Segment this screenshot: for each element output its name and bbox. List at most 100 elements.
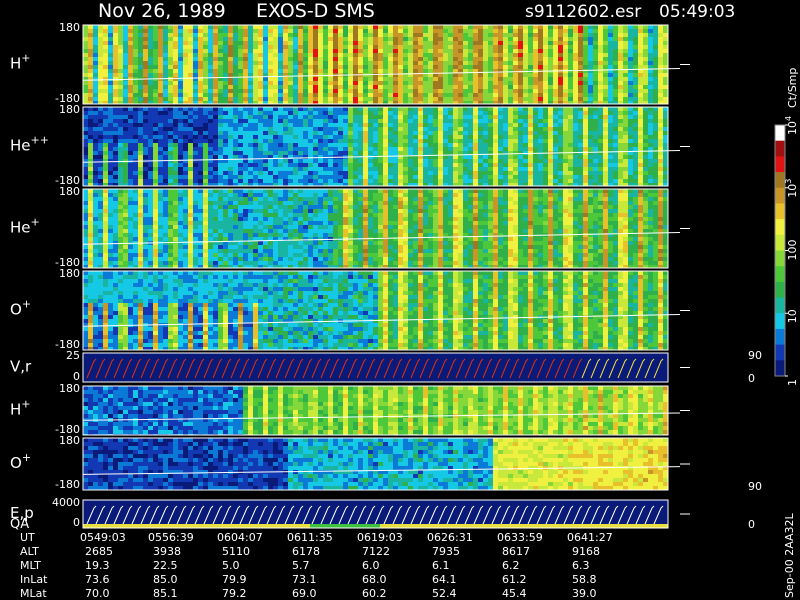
- spectrogram-cell: [613, 81, 618, 85]
- spectrogram-cell: [238, 93, 243, 97]
- spectrogram-cell: [658, 135, 663, 139]
- spectrogram-cell: [463, 65, 468, 69]
- spectrogram-cell: [153, 45, 158, 49]
- spectrogram-cell: [213, 101, 218, 104]
- spectrogram-cell: [543, 159, 548, 163]
- spectrogram-cell: [113, 143, 118, 147]
- spectrogram-cell: [148, 93, 153, 97]
- spectrogram-cell: [423, 179, 428, 183]
- spectrogram-cell: [603, 175, 608, 179]
- spectrogram-cell: [138, 107, 143, 111]
- spectrogram-cell: [328, 29, 333, 33]
- spectrogram-cell: [623, 37, 628, 41]
- spectrogram-cell: [388, 53, 393, 57]
- spectrogram-cell: [253, 61, 258, 65]
- spectrogram-cell: [148, 261, 153, 265]
- spectrogram-cell: [453, 25, 458, 29]
- spectrogram-cell: [488, 49, 493, 53]
- spectrogram-cell: [208, 179, 213, 183]
- spectrogram-cell: [153, 127, 158, 131]
- spectrogram-cell: [478, 69, 483, 73]
- spectrogram-cell: [333, 119, 338, 123]
- spectrogram-cell: [333, 53, 338, 57]
- spectrogram-cell: [543, 147, 548, 151]
- header-time: 05:49:03: [659, 2, 735, 22]
- spectrogram-cell: [453, 155, 458, 159]
- spectrogram-cell: [568, 107, 573, 111]
- spectrogram-cell: [308, 77, 313, 81]
- spectrogram-cell: [463, 147, 468, 151]
- spectrogram-cell: [193, 183, 198, 186]
- spectrogram-cell: [573, 107, 578, 111]
- spectrogram-cell: [338, 77, 343, 81]
- spectrogram-cell: [318, 147, 323, 151]
- spectrogram-cell: [183, 49, 188, 53]
- spectrogram-cell: [223, 49, 228, 53]
- spectrogram-cell: [178, 93, 183, 97]
- spectrogram-cell: [263, 25, 268, 29]
- spectrogram-cell: [183, 115, 188, 119]
- spectrogram-cell: [533, 81, 538, 85]
- spectrogram-cell: [308, 183, 313, 186]
- spectrogram-cell: [253, 77, 258, 81]
- spectrogram-cell: [118, 253, 123, 257]
- spectrogram-cell: [513, 151, 518, 155]
- spectrogram-cell: [423, 97, 428, 101]
- spectrogram-cell: [348, 111, 353, 115]
- spectrogram-cell: [398, 151, 403, 155]
- spectrogram-cell: [603, 25, 608, 29]
- spectrogram-cell: [523, 171, 528, 175]
- spectrogram-cell: [503, 65, 508, 69]
- spectrogram-cell: [168, 73, 173, 77]
- spectrogram-cell: [583, 57, 588, 61]
- spectrogram-cell: [468, 85, 473, 89]
- spectrogram-cell: [463, 93, 468, 97]
- spectrogram-cell: [458, 73, 463, 77]
- spectrogram-cell: [153, 179, 158, 183]
- spectrogram-cell: [278, 143, 283, 147]
- spectrogram-cell: [363, 143, 368, 147]
- spectrogram-cell: [623, 57, 628, 61]
- spectrogram-cell: [153, 85, 158, 89]
- spectrogram-cell: [378, 179, 383, 183]
- spectrogram-cell: [213, 45, 218, 49]
- spectrogram-cell: [158, 135, 163, 139]
- spectrogram-cell: [158, 163, 163, 167]
- spectrogram-cell: [298, 147, 303, 151]
- spectrogram-cell: [523, 159, 528, 163]
- spectrogram-cell: [143, 25, 148, 29]
- spectrogram-cell: [148, 119, 153, 123]
- spectrogram-cell: [663, 29, 668, 33]
- spectrogram-cell: [343, 29, 348, 33]
- spectrogram-cell: [563, 33, 568, 37]
- spectrogram-cell: [103, 147, 108, 151]
- spectrogram-cell: [593, 151, 598, 155]
- spectrogram-cell: [663, 93, 668, 97]
- spectrogram-cell: [258, 111, 263, 115]
- spectrogram-cell: [503, 97, 508, 101]
- spectrogram-cell: [398, 107, 403, 111]
- spectrogram-cell: [128, 163, 133, 167]
- spectrogram-cell: [488, 29, 493, 33]
- spectrogram-cell: [108, 25, 113, 29]
- spectrogram-cell: [243, 49, 248, 53]
- spectrogram-cell: [383, 171, 388, 175]
- spectrogram-cell: [153, 183, 158, 186]
- spectrogram-cell: [553, 77, 558, 81]
- spectrogram-cell: [98, 127, 103, 131]
- spectrogram-cell: [553, 143, 558, 147]
- spectrogram-cell: [88, 81, 93, 85]
- spectrogram-cell: [418, 183, 423, 186]
- header-instrument: EXOS-D SMS: [256, 0, 375, 22]
- spectrogram-cell: [608, 147, 613, 151]
- spectrogram-cell: [528, 101, 533, 104]
- spectrogram-cell: [383, 77, 388, 81]
- spectrogram-cell: [258, 97, 263, 101]
- spectrogram-cell: [578, 119, 583, 123]
- spectrogram-cell: [138, 221, 143, 225]
- spectrogram-cell: [138, 189, 143, 193]
- spectrogram-cell: [588, 171, 593, 175]
- spectrogram-cell: [98, 33, 103, 37]
- spectrogram-cell: [273, 179, 278, 183]
- spectrogram-cell: [418, 111, 423, 115]
